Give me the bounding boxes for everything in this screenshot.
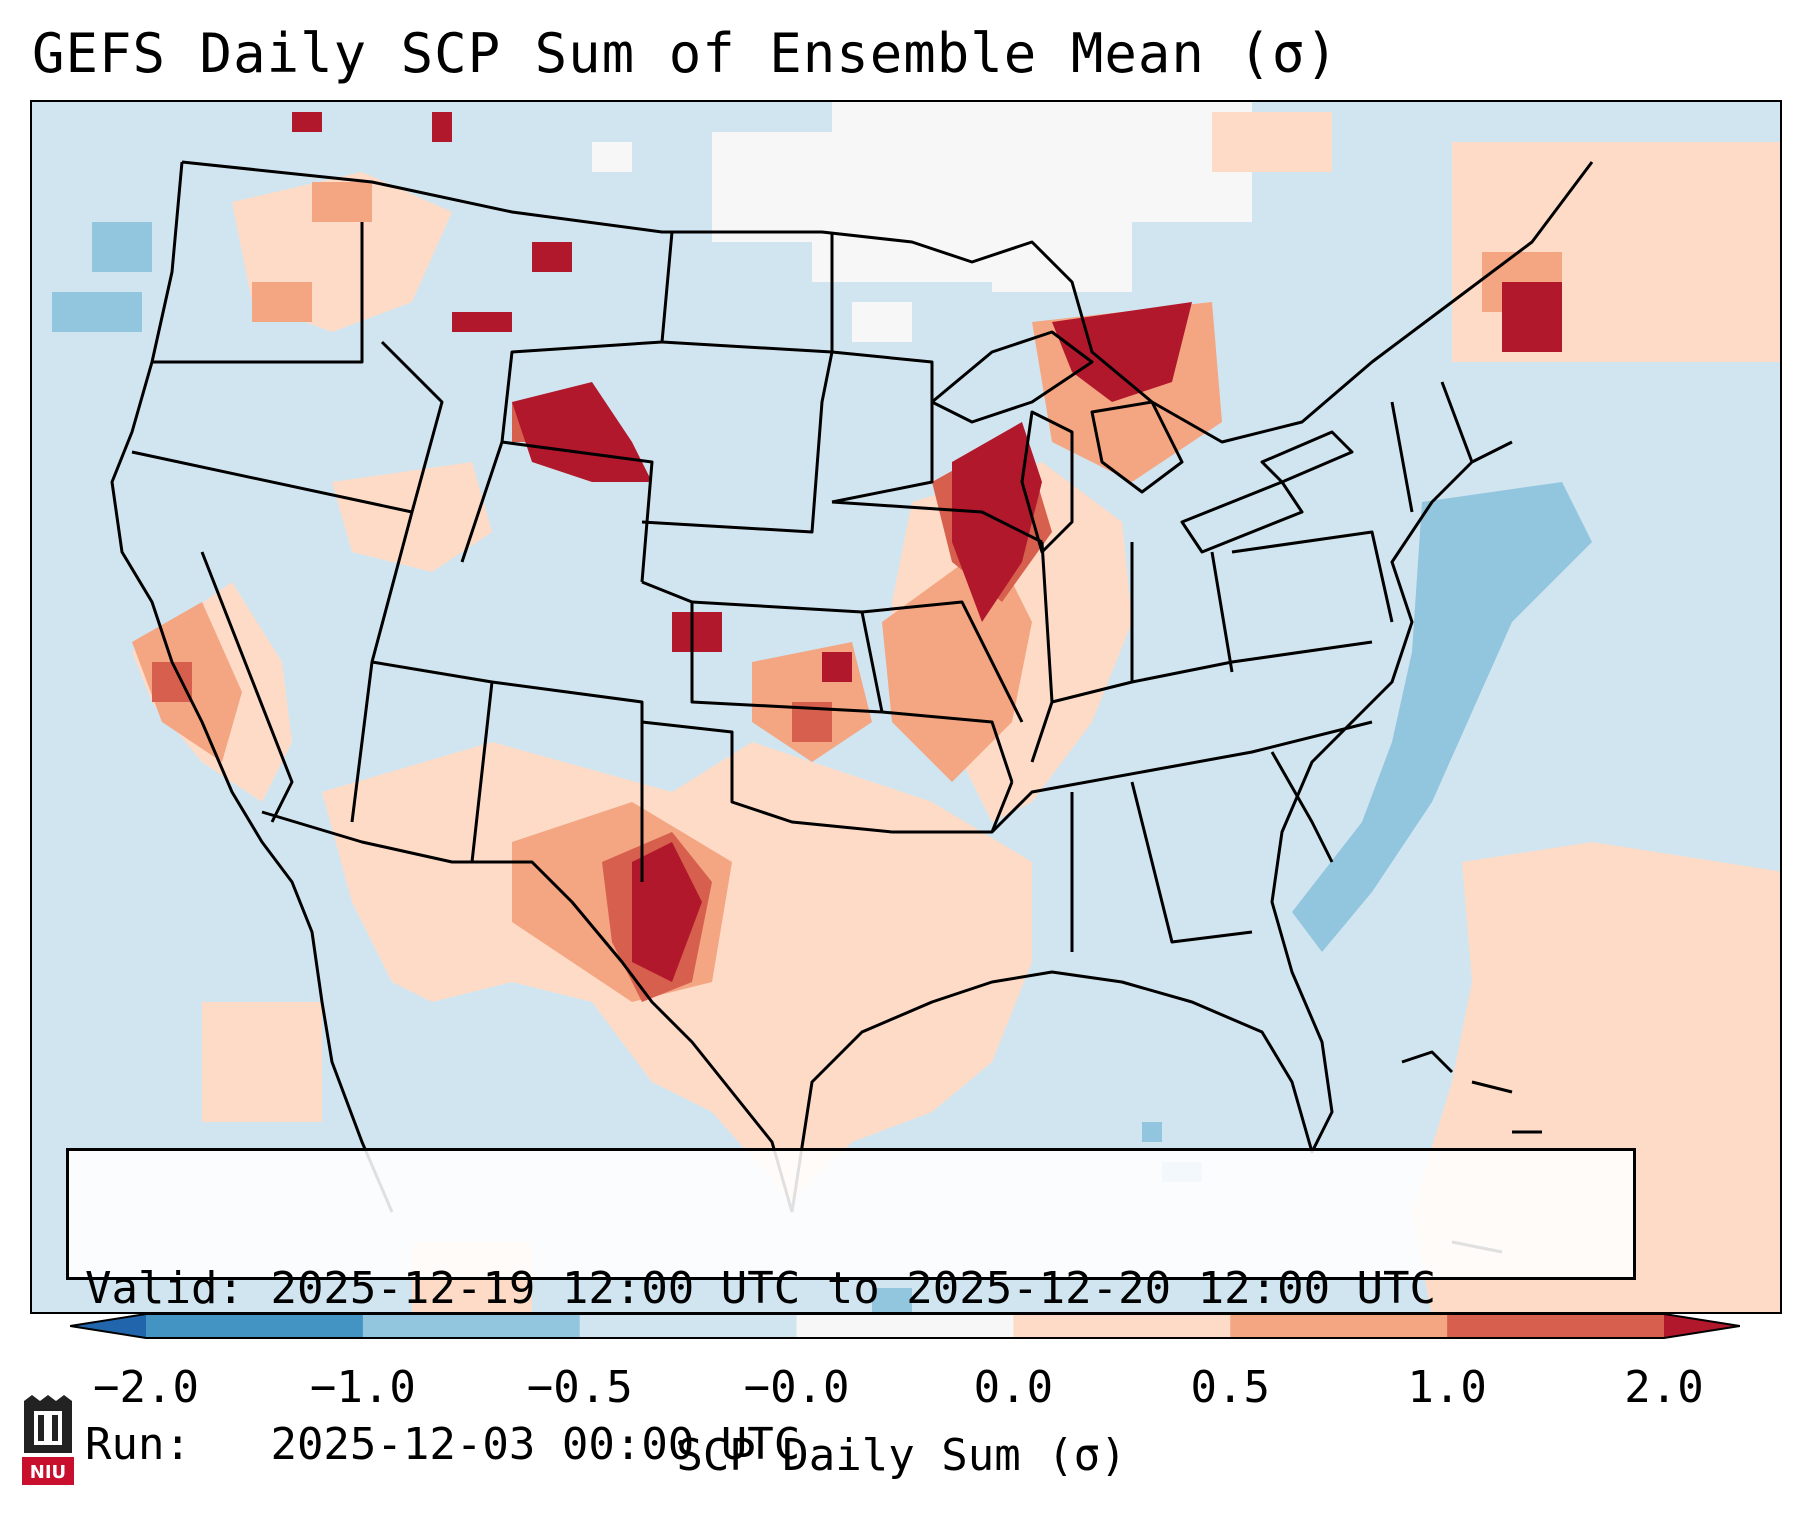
colorbar-extend-low bbox=[70, 1314, 146, 1338]
colorbar-tick-label: −2.0 bbox=[93, 1362, 199, 1413]
colorbar-bin bbox=[1230, 1314, 1448, 1338]
colorbar-tick-label: −0.0 bbox=[743, 1362, 850, 1413]
valid-run-info-box: Valid: 2025-12-19 12:00 UTC to 2025-12-2… bbox=[66, 1148, 1636, 1470]
colorbar-tick-label: 0.5 bbox=[1190, 1362, 1271, 1413]
colorbar-tick-label: −0.5 bbox=[526, 1362, 633, 1413]
colorbar-label: SCP Daily Sum (σ) bbox=[676, 1430, 1127, 1481]
map-panel bbox=[30, 100, 1782, 1314]
colorbar bbox=[70, 1313, 1740, 1339]
extreme-positive-areas bbox=[292, 112, 1562, 982]
niu-logo: NIU bbox=[22, 1395, 74, 1485]
run-row: Run: 2025-12-03 00:00 UTC bbox=[85, 1419, 1633, 1471]
chart-title: GEFS Daily SCP Sum of Ensemble Mean (σ) bbox=[32, 22, 1339, 85]
colorbar-tick-label: −1.0 bbox=[309, 1362, 416, 1413]
run-value: 2025-12-03 00:00 UTC bbox=[270, 1419, 801, 1470]
colorbar-bins bbox=[146, 1314, 1665, 1338]
colorbar-bin bbox=[1447, 1314, 1665, 1338]
colorbar-tick-label: 1.0 bbox=[1407, 1362, 1487, 1413]
run-label: Run: bbox=[85, 1419, 191, 1470]
valid-row: Valid: 2025-12-19 12:00 UTC to 2025-12-2… bbox=[85, 1263, 1633, 1315]
colorbar-tick-label: 2.0 bbox=[1624, 1362, 1704, 1413]
colorbar-bin bbox=[796, 1314, 1014, 1338]
colorbar-outline bbox=[70, 1313, 1740, 1339]
logo-text: NIU bbox=[30, 1462, 66, 1483]
colorbar-bin bbox=[146, 1314, 364, 1338]
scp-map bbox=[32, 102, 1780, 1312]
colorbar-bin bbox=[579, 1314, 798, 1338]
political-borders bbox=[110, 160, 1594, 1254]
negative-anomaly-areas bbox=[52, 222, 1592, 1312]
colorbar-extend-high bbox=[1664, 1314, 1740, 1338]
valid-label: Valid: bbox=[85, 1263, 244, 1314]
colorbar-bin bbox=[1013, 1314, 1231, 1338]
near-zero-areas bbox=[592, 102, 1252, 342]
valid-value: 2025-12-19 12:00 UTC to 2025-12-20 12:00… bbox=[270, 1263, 1437, 1314]
colorbar-bin bbox=[362, 1314, 581, 1338]
colorbar-tick-label: 0.0 bbox=[973, 1362, 1054, 1413]
